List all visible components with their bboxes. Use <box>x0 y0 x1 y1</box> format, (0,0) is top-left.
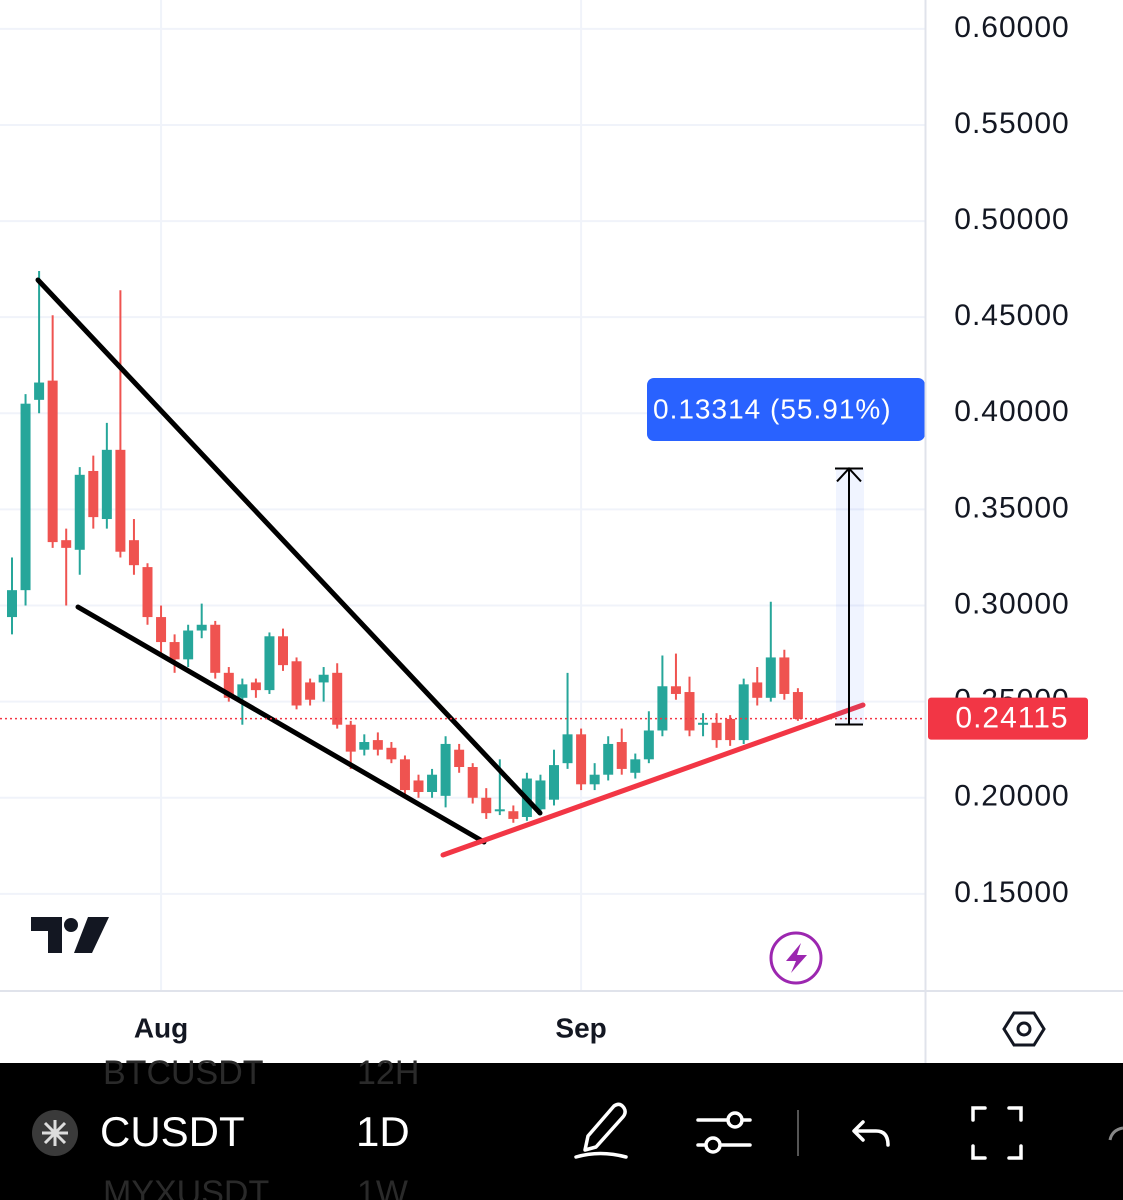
settings-button[interactable] <box>1002 1011 1046 1047</box>
grid <box>0 0 925 990</box>
candle-body <box>779 657 790 694</box>
candle-body <box>223 672 234 698</box>
candle-body <box>183 630 194 660</box>
candle-body <box>359 742 370 750</box>
candle-body <box>74 474 85 550</box>
candle-body <box>101 449 112 520</box>
undo-button[interactable] <box>852 1120 890 1147</box>
candle-body <box>684 692 695 731</box>
candles <box>7 271 803 823</box>
candle-body <box>630 759 641 773</box>
candle-body <box>752 682 763 698</box>
logo <box>31 917 109 953</box>
last-price-box <box>928 697 1088 740</box>
candle-body <box>481 797 492 814</box>
candle-body <box>670 686 681 694</box>
y-tick-label: 0.35000 <box>954 491 1069 524</box>
x-tick-label: Sep <box>555 1012 606 1043</box>
candle-body <box>535 780 546 810</box>
interval[interactable]: 1D <box>356 1108 410 1155</box>
candle-body <box>196 624 207 631</box>
candle-body <box>589 774 600 785</box>
candle-body <box>115 449 126 552</box>
candle-body <box>291 661 302 706</box>
candle-body <box>440 743 451 796</box>
candle-body <box>7 590 17 618</box>
candle-body <box>711 722 722 741</box>
candle-body <box>20 403 31 591</box>
draw-button[interactable] <box>574 1102 628 1159</box>
ghost-symbol: BTCUSDT <box>103 1054 264 1092</box>
fullscreen-button[interactable] <box>971 1106 1023 1160</box>
y-tick-label: 0.20000 <box>954 780 1069 813</box>
y-tick-label: 0.15000 <box>954 876 1069 909</box>
candle-body <box>372 740 383 750</box>
candle-body <box>250 682 261 691</box>
candle-body <box>508 811 519 819</box>
ghost-symbol: MYXUSDT <box>103 1174 269 1200</box>
candle-body <box>169 642 180 660</box>
candle-body <box>427 774 438 792</box>
y-tick-label: 0.55000 <box>954 107 1069 140</box>
candle-body <box>128 540 139 566</box>
indicators-button[interactable] <box>696 1111 752 1154</box>
candle-body <box>467 767 478 798</box>
lightning-button[interactable] <box>769 931 823 985</box>
y-tick-label: 0.45000 <box>954 299 1069 332</box>
candle-body <box>725 718 736 741</box>
last-price-label: 0.24115 <box>955 702 1068 735</box>
ghost-interval: 1W <box>357 1174 408 1200</box>
candle-body <box>562 734 573 764</box>
candle-body <box>698 722 709 725</box>
y-tick-label: 0.30000 <box>954 587 1069 620</box>
toolbar-more[interactable] <box>1108 1126 1123 1141</box>
candle-body <box>643 730 654 760</box>
candle-body <box>88 470 99 518</box>
candle-body <box>413 780 424 792</box>
candle-body <box>210 624 221 673</box>
drawings <box>35 277 866 858</box>
candle-body <box>278 636 288 666</box>
overlay: 0.150000.200000.250000.300000.350000.400… <box>0 11 1088 1043</box>
candle-body <box>345 724 356 752</box>
candle-body <box>34 382 45 400</box>
candle-body <box>237 684 248 698</box>
candle-body <box>61 540 72 548</box>
symbol[interactable]: CUSDT <box>100 1108 245 1155</box>
ghost-interval: 12H <box>357 1054 419 1092</box>
candle-body <box>318 674 329 683</box>
candle-body <box>386 747 397 760</box>
candle-body <box>616 742 627 769</box>
y-tick-label: 0.50000 <box>954 203 1069 236</box>
candle-body <box>549 765 559 800</box>
candle-body <box>765 657 776 698</box>
measure-box <box>647 378 925 441</box>
candle-body <box>792 692 803 719</box>
y-tick-label: 0.40000 <box>954 395 1069 428</box>
candle-body <box>657 686 668 731</box>
candle-body <box>399 759 410 791</box>
toolbar <box>0 1063 1123 1200</box>
candle-body <box>156 617 167 643</box>
candle-body <box>142 567 153 618</box>
support-line <box>440 702 866 858</box>
candle-body <box>494 809 505 812</box>
candle-body <box>603 743 614 775</box>
symbol-icon <box>32 1110 78 1156</box>
y-tick-label: 0.60000 <box>954 11 1069 44</box>
candle-body <box>576 734 587 785</box>
candle-body <box>454 749 465 768</box>
x-tick-label: Aug <box>134 1012 188 1043</box>
measure-label: 0.13314 (55.91%) <box>653 393 892 424</box>
measure-arrow <box>836 466 862 483</box>
candle-body <box>47 380 58 543</box>
candle-body <box>332 672 343 725</box>
candle-body <box>264 636 275 691</box>
trend-line <box>75 604 487 845</box>
trend-line <box>35 277 543 816</box>
candle-body <box>738 684 749 741</box>
candle-body <box>305 682 316 700</box>
